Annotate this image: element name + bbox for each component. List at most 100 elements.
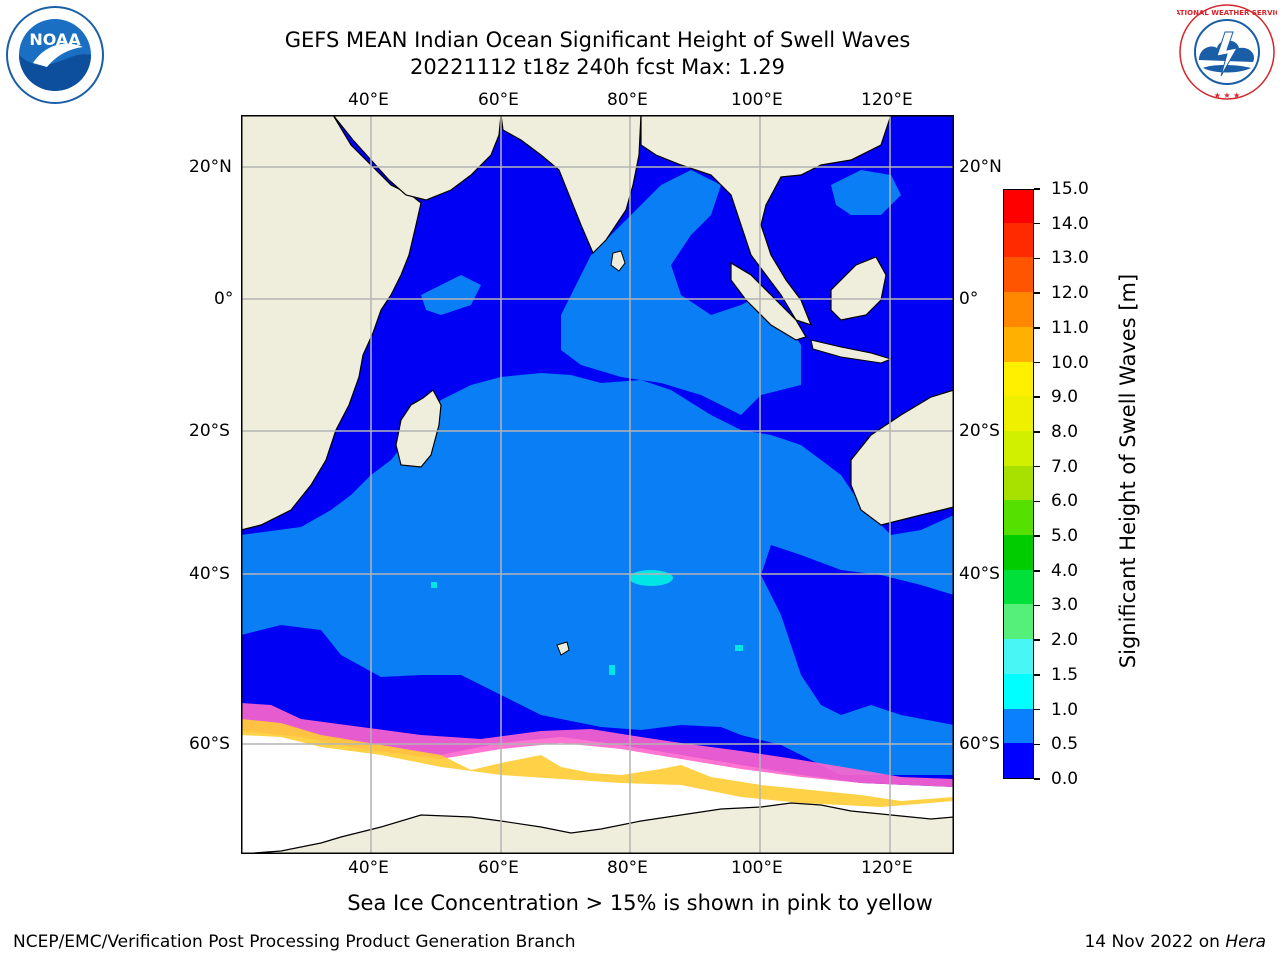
map-frame [241,115,954,854]
map-title: GEFS MEAN Indian Ocean Significant Heigh… [284,28,911,52]
lat-tick-left: 40°S [189,564,230,584]
lat-tick-left: 60°S [189,734,230,754]
colorbar-tick-mark [1034,639,1040,641]
footer-date-text: 14 Nov 2022 on [1084,932,1220,952]
footer-credit: NCEP/EMC/Verification Post Processing Pr… [13,932,576,952]
colorbar-swatch [1004,430,1033,466]
colorbar-tick-label: 0.5 [1051,734,1079,755]
lon-tick-top: 80°E [607,90,648,110]
colorbar-swatch [1004,603,1033,640]
land-borneo [830,256,887,321]
nws-logo: NATIONAL WEATHER SERVICE ★ ★ ★ [1177,4,1277,100]
swell-region-northeast [831,170,901,215]
colorbar-tick-label: 3.0 [1051,595,1079,616]
svg-text:★ ★ ★: ★ ★ ★ [1214,91,1241,100]
colorbar [1003,189,1034,779]
land-antarctica [241,802,954,854]
colorbar-tick-mark [1034,500,1040,503]
colorbar-swatch [1004,534,1033,570]
colorbar-tick-mark [1034,222,1040,225]
colorbar-tick-mark [1034,604,1040,607]
colorbar-tick-mark [1034,257,1040,260]
lat-tick-left: 20°N [189,157,232,177]
lon-tick-bottom: 40°E [348,858,389,878]
swell-patch-cyan [629,570,673,586]
map-subtitle: 20221112 t18z 240h fcst Max: 1.29 [410,55,785,79]
colorbar-label: Significant Height of Swell Waves [m] [1116,273,1140,669]
colorbar-tick-label: 2.0 [1051,630,1079,651]
lon-tick-top: 60°E [478,90,519,110]
colorbar-tick-mark [1034,361,1040,364]
lon-tick-top: 120°E [861,90,913,110]
land-java [810,339,893,364]
colorbar-tick-mark [1034,535,1040,537]
colorbar-tick-mark [1034,431,1040,433]
colorbar-tick-label: 6.0 [1051,491,1079,512]
colorbar-tick-label: 7.0 [1051,456,1079,477]
noaa-logo: NOAA [6,6,104,104]
land-madagascar [395,389,442,468]
swell-patch-cyan [735,645,743,651]
colorbar-swatch [1004,291,1033,327]
colorbar-tick-label: 12.0 [1051,283,1089,304]
land-india [500,115,642,255]
land-sumatra [730,261,807,341]
colorbar-swatch [1004,673,1033,709]
colorbar-ticks: 15.0 14.0 13.0 12.0 11.0 10.0 9.0 8.0 7.0 6.0 5.0 4… [1034,179,1114,789]
lon-tick-bottom: 60°E [478,858,519,878]
colorbar-swatch [1004,708,1033,744]
colorbar-tick-mark [1034,778,1040,780]
land-australia [850,389,954,526]
colorbar-tick-mark [1034,708,1040,711]
colorbar-swatch [1004,190,1033,223]
colorbar-swatch [1004,569,1033,605]
colorbar-tick-label: 1.0 [1051,699,1079,720]
colorbar-swatch [1004,395,1033,431]
sea-ice-caption: Sea Ice Concentration > 15% is shown in … [347,891,933,915]
colorbar-tick-mark [1034,674,1040,676]
colorbar-tick-label: 10.0 [1051,352,1089,373]
colorbar-tick-label: 11.0 [1051,317,1089,338]
land-africa [241,115,422,531]
noaa-logo-text: NOAA [29,30,81,49]
colorbar-tick-mark [1034,743,1040,746]
lon-tick-bottom: 100°E [731,858,783,878]
lat-tick-right: 20°N [959,157,1002,177]
swell-height-map [241,115,954,854]
colorbar-tick-label: 14.0 [1051,213,1089,234]
lat-tick-right: 40°S [959,564,1000,584]
swell-patch-cyan [431,582,437,588]
colorbar-tick-mark [1034,292,1040,294]
colorbar-tick-mark [1034,188,1040,190]
lat-tick-left: 20°S [189,421,230,441]
colorbar-tick-label: 8.0 [1051,421,1079,442]
land-kerguelen [556,641,570,656]
colorbar-swatch [1004,256,1033,293]
colorbar-tick-mark [1034,570,1040,572]
swell-patch-cyan [609,665,615,675]
lon-tick-bottom: 80°E [607,858,648,878]
footer-date: 14 Nov 2022 on Hera [1084,932,1266,952]
swell-region-west [421,275,481,315]
colorbar-tick-label: 15.0 [1051,179,1089,199]
lat-tick-right: 20°S [959,421,1000,441]
colorbar-swatch [1004,222,1033,258]
colorbar-tick-label: 9.0 [1051,387,1079,408]
colorbar-tick-label: 5.0 [1051,526,1079,547]
colorbar-swatch [1004,499,1033,536]
footer-host: Hera [1225,932,1266,952]
colorbar-swatch [1004,361,1033,397]
colorbar-tick-label: 0.0 [1051,769,1079,789]
lat-tick-right: 0° [959,289,979,309]
colorbar-swatch [1004,742,1033,778]
lat-tick-left: 0° [214,289,234,309]
nws-logo-text: NATIONAL WEATHER SERVICE [1177,9,1277,17]
colorbar-swatch [1004,638,1033,674]
colorbar-tick-mark [1034,396,1040,398]
colorbar-tick-mark [1034,465,1040,468]
colorbar-swatch [1004,326,1033,362]
lon-tick-bottom: 120°E [861,858,913,878]
lon-tick-top: 100°E [731,90,783,110]
lon-tick-top: 40°E [348,90,389,110]
colorbar-tick-label: 13.0 [1051,248,1089,269]
